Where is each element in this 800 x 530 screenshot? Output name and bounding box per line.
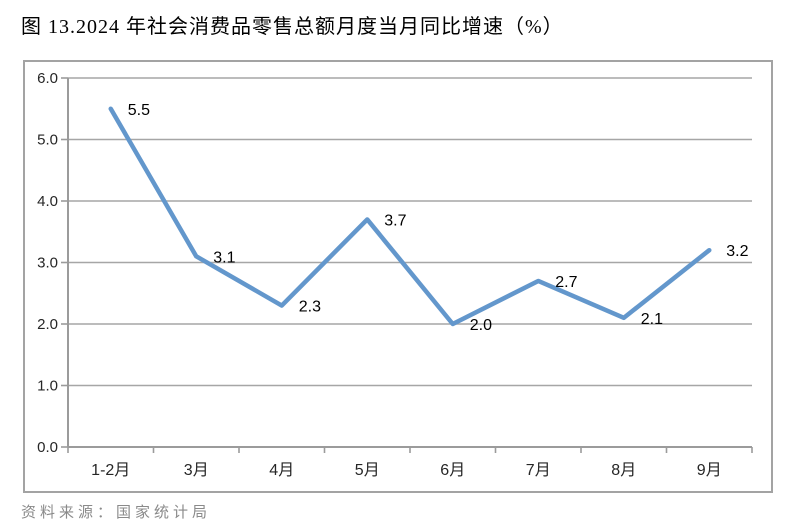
x-tick-label: 3月	[184, 462, 209, 479]
data-point-label: 2.1	[641, 311, 663, 328]
source-note: 资料来源：国家统计局	[21, 505, 212, 521]
x-tick-label: 5月	[355, 462, 380, 479]
y-tick-label: 2.0	[37, 316, 58, 333]
x-tick-label: 8月	[611, 462, 636, 479]
series-line	[108, 106, 712, 327]
x-tick-label: 9月	[697, 462, 722, 479]
y-tick-label: 0.0	[37, 439, 58, 456]
y-tick-label: 6.0	[37, 70, 58, 87]
y-tick-label: 1.0	[37, 378, 58, 395]
chart-frame: 0.0 1.0 2.0 3.0 4.0 5.0 6.0 1-2月 3月 4月 5月 6月 7月 8月 9月 5…	[23, 60, 773, 493]
line-chart-canvas: 0.0 1.0 2.0 3.0 4.0 5.0 6.0 1-2月 3月 4月 5月 6月 7月 8月 9月 5…	[37, 70, 753, 479]
data-point-label: 5.5	[128, 102, 150, 119]
x-tick-label: 4月	[269, 462, 294, 479]
chart-title: 图 13.2024 年社会消费品零售总额月度当月同比增速（%）	[21, 16, 564, 38]
y-tick-label: 5.0	[37, 132, 58, 149]
y-tick-label: 4.0	[37, 193, 58, 210]
x-tick-label: 6月	[440, 462, 465, 479]
x-tick-label: 7月	[526, 462, 551, 479]
data-point-label: 2.7	[555, 274, 577, 291]
x-tick-label: 1-2月	[91, 462, 130, 479]
data-point-label: 3.1	[213, 249, 235, 266]
y-tick-label: 3.0	[37, 255, 58, 272]
data-point-label: 2.3	[299, 299, 321, 316]
data-point-label: 3.2	[726, 243, 748, 260]
data-point-label: 3.7	[384, 212, 406, 229]
data-point-label: 2.0	[470, 317, 492, 334]
